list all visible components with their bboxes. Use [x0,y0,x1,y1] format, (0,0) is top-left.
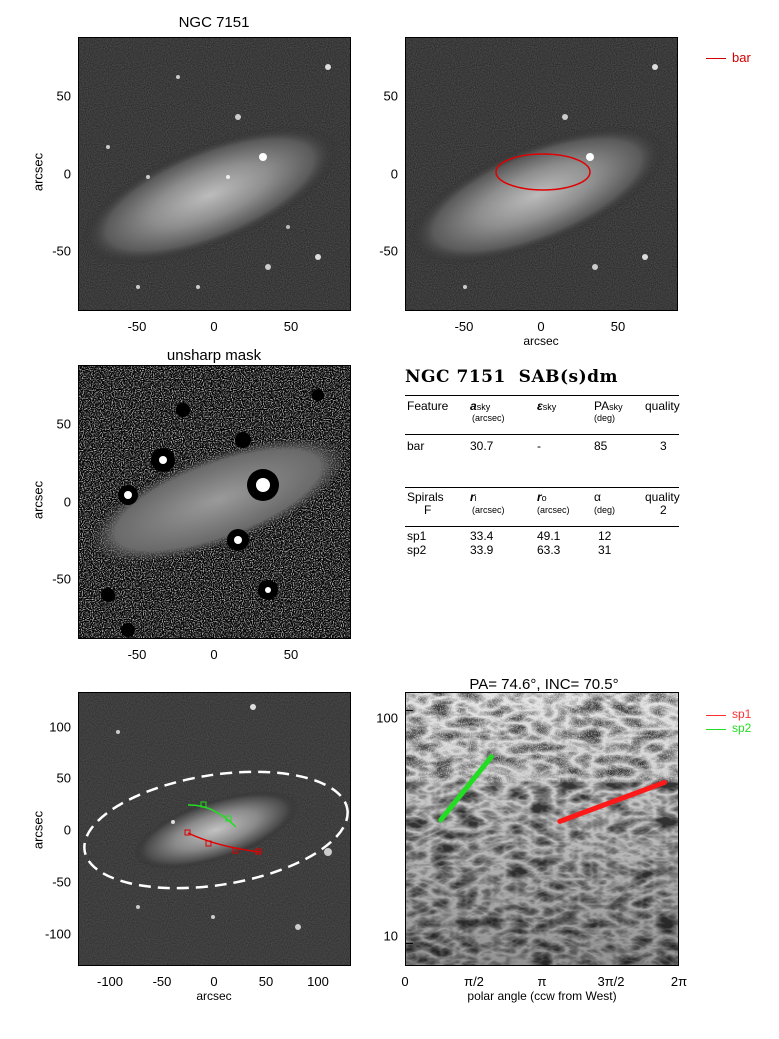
y-tick: -50 [379,243,398,259]
galaxy-image-bar-fit [405,37,678,311]
cell-eps-sky: - [537,439,541,453]
y-tick: 100 [49,719,71,735]
x-axis-label: arcsec [196,989,232,1003]
col-header-quality: quality [645,399,680,413]
x-tick: -50 [127,319,147,334]
chart-title: PA= 74.6°, INC= 70.5° [469,676,619,693]
col-header-quality-value: 2 [660,503,667,517]
x-tick: 50 [258,974,274,989]
y-axis-label: arcsec [30,810,46,850]
col-header-r-i: ri [470,490,477,504]
spiral-fit-image [78,692,351,966]
x-tick: 50 [283,647,299,662]
col-header-spirals: Spirals [407,490,444,504]
panel-title: NGC 7151 [178,14,250,31]
y-axis-label: arcsec [30,480,46,520]
polar-angle-plot [405,692,679,966]
x-tick: -50 [152,974,172,989]
x-tick: -50 [454,319,474,334]
cell-alpha: 12 [598,529,612,543]
x-tick: 3π/2 [597,974,625,989]
x-tick: -100 [96,974,124,989]
cell-quality: 3 [660,439,667,453]
spiral-segment-sp2 [438,754,494,823]
y-tick: -50 [52,874,71,890]
y-tick: 50 [56,416,71,432]
divider [405,395,679,396]
col-unit-r-i: (arcsec) [472,505,505,515]
cell-r-o: 49.1 [537,529,561,543]
y-tick: 0 [63,166,71,182]
bar-ellipse [495,153,591,191]
x-tick: 0 [537,319,545,334]
x-tick: 50 [283,319,299,334]
y-tick: 100 [376,710,398,726]
y-tick: 50 [383,88,398,104]
cell-spiral-name: sp1 [407,529,427,543]
cell-r-i: 33.4 [470,529,494,543]
y-axis-label: arcsec [30,152,46,192]
y-tick: 0 [63,494,71,510]
col-unit-a-sky: (arcsec) [472,413,505,423]
x-tick: π [537,974,547,989]
col-unit-pa-sky: (deg) [594,413,616,423]
col-header-alpha: α [594,490,601,504]
x-tick: π/2 [464,974,484,989]
col-unit-r-o: (arcsec) [537,505,570,515]
cell-pa-sky: 85 [594,439,608,453]
unsharp-mask-image [78,365,351,639]
cell-feature: bar [407,439,425,453]
x-tick: -50 [127,647,147,662]
col-header-a-sky: asky [470,399,491,413]
morph-type: SAB(s)dm [518,367,619,387]
cell-a-sky: 30.7 [470,439,494,453]
col-header-eps-sky: εsky [537,399,557,413]
cell-spiral-name: sp2 [407,543,427,557]
divider [405,487,679,488]
x-tick: 50 [610,319,626,334]
galaxy-name: NGC 7151 [405,367,506,387]
y-tick: -50 [52,243,71,259]
divider [405,526,679,527]
y-tick: -100 [44,926,71,942]
x-tick: 0 [210,319,218,334]
cell-r-o: 63.3 [537,543,561,557]
cell-r-i: 33.9 [470,543,494,557]
x-tick: 0 [210,974,218,989]
x-tick: 0 [401,974,409,989]
col-header-feature: Feature [407,399,449,413]
y-tick: 50 [56,770,71,786]
x-axis-label: polar angle (ccw from West) [467,989,617,1003]
y-tick: 10 [383,928,398,944]
y-tick: 50 [56,88,71,104]
col-header-spirals-f: F [424,503,432,517]
y-tick: 0 [390,166,398,182]
spiral-segment-sp1 [557,779,667,824]
col-header-pa-sky: PAsky [594,399,623,413]
x-tick: 2π [670,974,688,989]
col-header-quality: quality [645,490,680,504]
panel-title: unsharp mask [166,347,262,364]
spiral-sp1-trace [187,832,261,853]
legend-line-sp2 [706,729,726,730]
disk-ellipse [83,770,349,890]
legend-label-sp2: sp2 [732,721,752,735]
galaxy-image [78,37,351,311]
col-header-r-o: ro [537,490,547,504]
legend-label-sp1: sp1 [732,707,752,721]
col-unit-alpha: (deg) [594,505,616,515]
x-axis-label: arcsec [523,334,559,348]
x-tick: 0 [210,647,218,662]
legend-line-sp1 [706,715,726,716]
divider [405,434,679,435]
y-tick: -50 [52,571,71,587]
x-tick: 100 [307,974,329,989]
table-heading: NGC 7151 SAB(s)dm [405,367,618,387]
legend-line-bar [706,58,726,59]
y-tick: 0 [63,822,71,838]
cell-alpha: 31 [598,543,612,557]
legend-label-bar: bar [732,50,751,65]
spiral-sp2-trace [187,804,237,828]
